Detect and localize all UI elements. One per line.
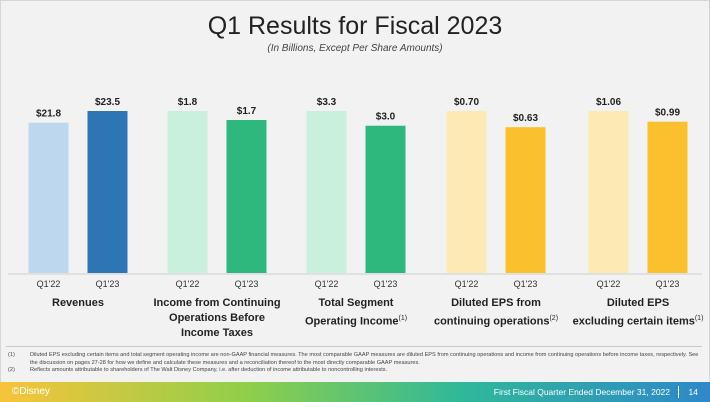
bar <box>226 120 267 273</box>
category-tick-label: Q1'23 <box>96 279 120 289</box>
panel-label-line: Income Taxes <box>181 327 253 339</box>
bar-value-label: $21.8 <box>36 109 61 120</box>
category-tick-label: Q1'22 <box>176 279 200 289</box>
bar-value-label: $1.7 <box>237 106 257 117</box>
category-tick-label: Q1'23 <box>656 279 680 289</box>
bar <box>365 125 406 274</box>
bar-value-label: $3.0 <box>376 112 396 123</box>
bar-value-label: $0.70 <box>454 97 479 108</box>
footnote-text: Diluted EPS excluding certain items and … <box>30 352 699 366</box>
page-subtitle: (In Billions, Except Per Share Amounts) <box>267 43 443 54</box>
page-title: Q1 Results for Fiscal 2023 <box>207 12 503 40</box>
footnote: (1) Diluted EPS excluding certain items … <box>8 352 702 367</box>
bar-value-label: $1.8 <box>178 97 198 108</box>
bar-value-label: $3.3 <box>317 97 337 108</box>
panel-label: Revenues <box>8 296 148 311</box>
bar-value-label: $0.63 <box>513 113 538 124</box>
footer-gradient <box>0 382 710 402</box>
bar <box>306 111 347 273</box>
footnote-ref: (1) <box>694 315 704 322</box>
bar <box>588 111 629 273</box>
panel-label-line: Operating Income(1) <box>304 315 408 328</box>
footnote: (2) Reflects amounts attributable to sha… <box>8 367 702 375</box>
category-tick-label: Q1'22 <box>455 279 479 289</box>
category-tick-label: Q1'23 <box>235 279 259 289</box>
bar-value-label: $0.99 <box>655 108 680 119</box>
panel-label-line: Total Segment <box>318 297 394 309</box>
footnotes: (1) Diluted EPS excluding certain items … <box>8 352 702 375</box>
category-tick-label: Q1'23 <box>374 279 398 289</box>
footer-bar: ©Disney First Fiscal Quarter Ended Decem… <box>0 382 710 402</box>
bar <box>167 111 208 273</box>
panel-label-line: Diluted EPS <box>606 297 670 309</box>
footer-brand: ©Disney <box>12 386 50 397</box>
page-number: 14 <box>688 387 698 397</box>
panel-label: Diluted EPS excluding certain items(1) <box>568 296 708 330</box>
category-tick-label: Q1'22 <box>315 279 339 289</box>
footnote-divider <box>6 346 702 347</box>
footer-divider <box>678 386 679 398</box>
footer-period: First Fiscal Quarter Ended December 31, … <box>493 387 670 397</box>
bar <box>87 111 128 273</box>
footnote-number: (1) <box>8 352 15 358</box>
bar-value-label: $23.5 <box>95 97 120 108</box>
footnote-number: (2) <box>8 367 15 374</box>
footnote-ref: (2) <box>549 315 559 322</box>
panel-label-line: continuing operations(2) <box>433 315 559 328</box>
bar <box>28 122 69 273</box>
panel-label-line: Revenues <box>52 297 104 309</box>
bar <box>446 111 487 273</box>
panel-label-line: Diluted EPS from <box>451 297 541 309</box>
bar <box>647 121 688 273</box>
footnote-text: Reflects amounts attributable to shareho… <box>30 367 388 374</box>
panel-label-line: Income from Continuing <box>153 297 281 309</box>
panel-label-line: excluding certain items(1) <box>572 315 704 328</box>
bar <box>505 127 546 273</box>
panel-label: Total Segment Operating Income(1) <box>286 296 426 330</box>
category-tick-label: Q1'22 <box>597 279 621 289</box>
footnote-ref: (1) <box>398 315 408 322</box>
category-tick-label: Q1'23 <box>514 279 538 289</box>
panel-label-line: Operations Before <box>169 312 265 324</box>
bar-value-label: $1.06 <box>596 97 621 108</box>
panel-label: Diluted EPS from continuing operations(2) <box>426 296 566 330</box>
panel-label: Income from Continuing Operations Before I… <box>147 296 287 341</box>
category-tick-label: Q1'22 <box>37 279 61 289</box>
